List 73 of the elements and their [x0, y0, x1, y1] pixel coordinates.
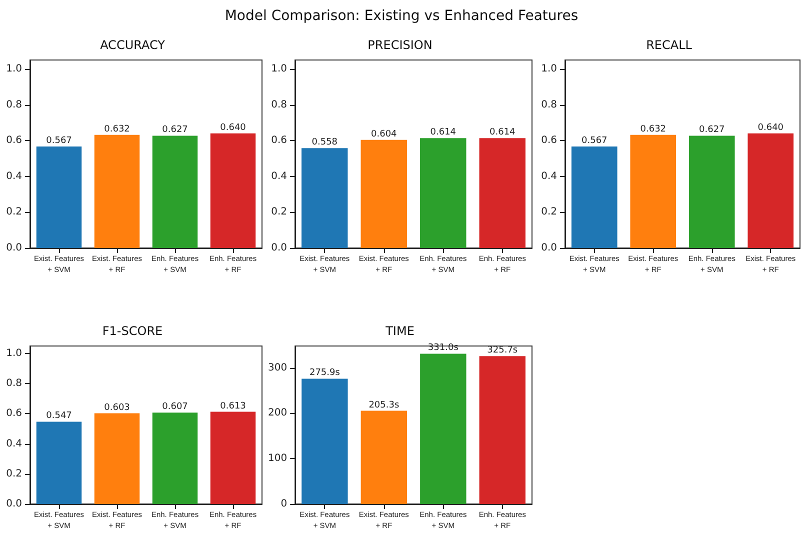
data-label: 0.627 — [698, 125, 725, 136]
bar — [688, 136, 735, 248]
data-label: 0.640 — [758, 122, 784, 133]
text: 0.0 — [271, 242, 287, 254]
data-label: 0.603 — [104, 402, 130, 413]
data-label: 0.547 — [46, 411, 72, 422]
data-label: 0.567 — [46, 136, 72, 146]
bar — [210, 133, 256, 248]
chart-title: PRECISION — [368, 38, 432, 52]
bar — [152, 412, 198, 504]
y-tick-label: 0.8 — [541, 99, 557, 110]
y-tick-label: 200 — [268, 408, 288, 419]
bar — [479, 138, 526, 248]
bar — [302, 148, 348, 248]
text: 0.0 — [6, 242, 22, 254]
chart-title: TIME — [384, 324, 414, 338]
bar — [152, 136, 198, 248]
text: 1.0 — [6, 63, 22, 74]
bar — [94, 413, 140, 504]
bar — [360, 410, 408, 504]
y-tick-label: 0.2 — [271, 206, 287, 218]
data-label: 0.614 — [430, 128, 456, 138]
y-tick-label: 0.8 — [6, 378, 22, 390]
bar — [420, 138, 466, 248]
data-label: 0.640 — [220, 122, 246, 133]
bar — [36, 422, 82, 504]
y-tick-label: 0.8 — [271, 99, 287, 110]
bar — [748, 133, 794, 248]
text: 1.0 — [271, 63, 287, 74]
chart-title: ACCURACY — [100, 38, 166, 52]
bar — [571, 146, 618, 248]
y-tick-label: 0.6 — [6, 135, 22, 146]
data-label: 0.607 — [162, 402, 188, 412]
bar — [630, 134, 676, 248]
bar — [360, 140, 407, 248]
y-tick-label: 0.2 — [6, 468, 22, 480]
bar — [479, 356, 526, 504]
y-tick-label: 0.8 — [6, 99, 22, 110]
text: Model Comparison: Existing vs Enhanced Features — [224, 8, 580, 24]
chart-title: RECALL — [646, 38, 692, 52]
y-tick-label: 0 — [280, 498, 288, 510]
y-tick-label: 0.4 — [6, 438, 22, 450]
data-label: 0.632 — [104, 124, 130, 134]
data-label: 0.613 — [220, 401, 246, 412]
data-label: 0.627 — [162, 125, 188, 136]
text: 0.0 — [6, 498, 22, 510]
bar — [302, 378, 348, 504]
data-label: 325.7s — [487, 346, 518, 356]
data-label: 205.3s — [368, 400, 400, 410]
text: 1.0 — [541, 63, 557, 74]
data-label: 275.9s — [309, 368, 340, 378]
data-label: 0.567 — [581, 136, 608, 146]
chart-title: F1-SCORE — [102, 324, 163, 338]
bar — [210, 412, 256, 504]
y-tick-label: 0.2 — [6, 206, 22, 218]
bar — [420, 354, 466, 504]
text: 0.0 — [541, 242, 557, 254]
y-tick-label: 300 — [268, 362, 288, 374]
y-tick-label: 100 — [268, 453, 288, 464]
text: 1.0 — [6, 348, 22, 360]
data-label: 0.614 — [489, 128, 516, 138]
data-label: 0.604 — [370, 129, 398, 140]
bar — [36, 146, 82, 248]
y-tick-label: 0.4 — [541, 170, 557, 182]
data-label: 0.558 — [312, 138, 338, 148]
y-tick-label: 0.4 — [6, 170, 22, 182]
y-tick-label: 0.2 — [541, 206, 557, 218]
bar — [94, 134, 140, 248]
y-tick-label: 0.6 — [271, 135, 287, 146]
y-tick-label: 0.4 — [271, 170, 287, 182]
y-tick-label: 0.6 — [541, 135, 557, 146]
y-tick-label: 0.6 — [6, 408, 22, 420]
data-label: 0.632 — [640, 124, 666, 134]
